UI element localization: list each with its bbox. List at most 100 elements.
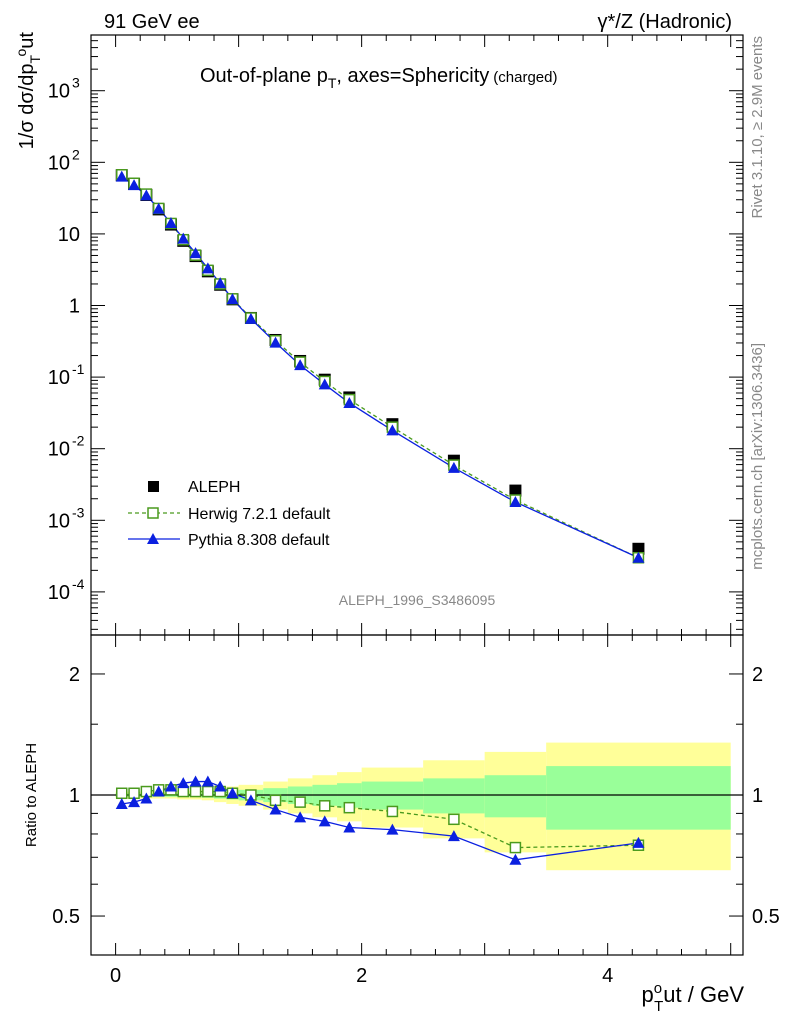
ratio-point-1-16	[447, 830, 460, 842]
analysis-id: ALEPH_1996_S3486095	[339, 592, 496, 608]
main-y-tick-exp: -2	[72, 433, 85, 449]
main-y-tick-label: 10	[48, 510, 70, 532]
title-sub: T	[328, 75, 337, 91]
ratio-point-1-15	[386, 823, 399, 835]
main-ylabel: 1/σ dσ/dpTout	[13, 32, 43, 150]
ratio-point-1-18	[632, 836, 645, 848]
ratio-point-1-12	[294, 811, 307, 823]
ratio-panel-content	[115, 775, 645, 865]
main-point-2-2	[140, 189, 153, 201]
ratio-point-1-9	[226, 787, 239, 799]
legend-label-herwig: Herwig 7.2.1 default	[188, 506, 331, 523]
ratio-point-0-6	[189, 785, 202, 798]
ratio-point-1-5	[177, 777, 190, 789]
main-point-2-17	[509, 496, 522, 508]
main-line-1	[121, 174, 639, 559]
ratio-y-tick-label-right: 1	[752, 785, 763, 807]
main-point-2-10	[244, 312, 257, 324]
main-y-tick-label: 10	[48, 439, 70, 461]
ratio-point-1-6	[189, 775, 202, 787]
ratio-y-tick-label-right: 0.5	[752, 906, 780, 928]
main-y-tick-label: 10	[58, 224, 80, 246]
legend: ALEPH Herwig 7.2.1 default Pythia 8.308 …	[128, 479, 331, 549]
rivet-label: Rivet 3.1.10, ≥ 2.9M events	[749, 36, 766, 219]
ratio-point-1-4	[164, 780, 177, 792]
legend-label-pythia: Pythia 8.308 default	[188, 532, 330, 549]
main-point-2-4	[164, 217, 177, 229]
main-point-2-15	[386, 424, 399, 436]
ratio-point-1-7	[201, 775, 214, 787]
ratio-point-0-7	[202, 785, 214, 798]
main-point-2-8	[214, 277, 227, 289]
ratio-point-1-10	[244, 794, 257, 806]
ratio-point-0-13	[318, 800, 331, 812]
ratio-point-0-17	[509, 841, 522, 854]
ratio-point-0-15	[386, 805, 399, 818]
ratio-point-1-0	[115, 797, 128, 809]
main-point-0-18	[632, 542, 645, 555]
title-small: (charged)	[493, 69, 557, 86]
title-rest: , axes=Sphericity	[336, 65, 489, 87]
ratio-point-1-13	[318, 815, 331, 827]
main-y-tick-label: 10	[48, 81, 70, 103]
ratio-ylabel: Ratio to ALEPH	[23, 743, 40, 847]
ratio-y-tick-label: 0.5	[52, 906, 80, 928]
main-point-0-17	[509, 484, 522, 497]
main-line-2	[121, 176, 639, 559]
main-point-2-11	[269, 336, 282, 348]
legend-marker-herwig	[147, 507, 159, 519]
main-point-2-9	[226, 293, 239, 305]
main-point-2-18	[632, 551, 645, 563]
main-point-2-6	[189, 247, 202, 259]
x-tick-label: 4	[602, 965, 613, 987]
ratio-point-1-2	[140, 792, 153, 804]
ratio-y-tick-label: 1	[69, 785, 80, 807]
ratio-error-bands	[91, 742, 743, 871]
main-point-2-5	[177, 232, 190, 244]
ratio-point-1-3	[152, 785, 165, 797]
x-tick-label: 0	[110, 965, 121, 987]
main-y-tick-label: 10	[48, 152, 70, 174]
main-point-2-16	[447, 461, 460, 473]
main-y-tick-label: 10	[48, 582, 70, 604]
main-point-2-14	[343, 396, 356, 408]
main-y-tick-exp: 2	[72, 146, 80, 162]
main-y-tick-label: 1	[69, 296, 80, 318]
main-point-2-3	[152, 202, 165, 214]
ratio-point-0-14	[343, 801, 356, 814]
main-point-2-1	[128, 179, 141, 191]
main-y-tick-exp: -4	[72, 576, 85, 592]
ratio-point-1-14	[343, 821, 356, 833]
legend-label-aleph: ALEPH	[188, 479, 240, 496]
main-point-2-12	[294, 359, 307, 371]
ratio-point-0-12	[294, 796, 306, 808]
band-green-16	[423, 778, 485, 814]
ratio-point-0-0	[116, 787, 128, 800]
main-point-2-7	[201, 262, 214, 274]
main-y-tick-exp: -3	[72, 504, 85, 520]
band-green-18	[546, 766, 731, 830]
legend-marker-aleph	[148, 481, 159, 492]
main-point-2-0	[115, 170, 128, 182]
header-right: γ*/Z (Hadronic)	[598, 11, 732, 33]
band-green-17	[484, 775, 547, 818]
ratio-point-1-1	[128, 796, 141, 808]
ratio-y-tick-label-right: 2	[752, 664, 763, 686]
main-y-tick-label: 10	[48, 367, 70, 389]
legend-marker-pythia	[147, 533, 159, 544]
main-point-2-13	[318, 378, 331, 390]
ratio-point-0-16	[448, 813, 460, 826]
ratio-point-1-17	[509, 853, 522, 865]
title-main: Out-of-plane p	[200, 65, 328, 87]
main-y-tick-exp: 3	[72, 75, 80, 91]
ratio-point-1-8	[214, 780, 227, 792]
ratio-point-1-11	[269, 803, 282, 815]
mcplots-label: mcplots.cern.ch [arXiv:1306.3436]	[749, 343, 766, 570]
x-tick-label: 2	[356, 965, 367, 987]
header-left: 91 GeV ee	[104, 11, 200, 33]
x-axis-label: po Tut / GeV	[642, 980, 745, 1015]
main-y-tick-exp: -1	[72, 361, 85, 377]
ratio-y-tick-label: 2	[69, 664, 80, 686]
